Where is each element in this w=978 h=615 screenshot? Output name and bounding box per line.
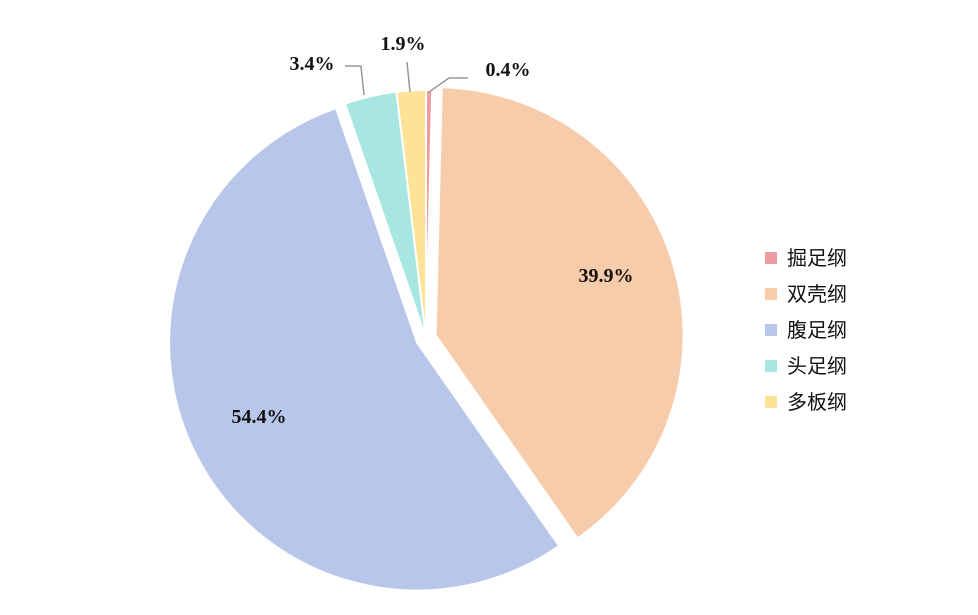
legend-item-0: 掘足纲 [765,240,847,276]
legend-label-4: 多板纲 [787,390,847,414]
legend-label-2: 腹足纲 [787,318,847,342]
legend-item-1: 双壳纲 [765,276,847,312]
legend-label-0: 掘足纲 [787,246,847,270]
pie-slice-1 [434,86,685,540]
legend-swatch-3 [765,360,777,372]
leader-line-4 [406,61,411,93]
slice-label-2: 54.4% [232,406,287,428]
slice-label-4: 1.9% [381,33,426,55]
legend-swatch-4 [765,396,777,408]
legend-item-4: 多板纲 [765,384,847,420]
legend-swatch-1 [765,288,777,300]
legend-item-2: 腹足纲 [765,312,847,348]
pie-slice-2 [168,106,561,592]
leader-line-0 [428,77,468,93]
legend-swatch-0 [765,252,777,264]
legend-label-1: 双壳纲 [787,282,847,306]
slice-label-1: 39.9% [579,265,634,287]
legend-item-3: 头足纲 [765,348,847,384]
pie-slice-4 [395,88,427,339]
legend-swatch-2 [765,324,777,336]
slice-label-0: 0.4% [486,59,531,81]
slice-label-3: 3.4% [290,53,335,75]
legend: 掘足纲 双壳纲 腹足纲 头足纲 多板纲 [765,240,847,420]
leader-line-3 [345,65,365,96]
legend-label-3: 头足纲 [787,354,847,378]
